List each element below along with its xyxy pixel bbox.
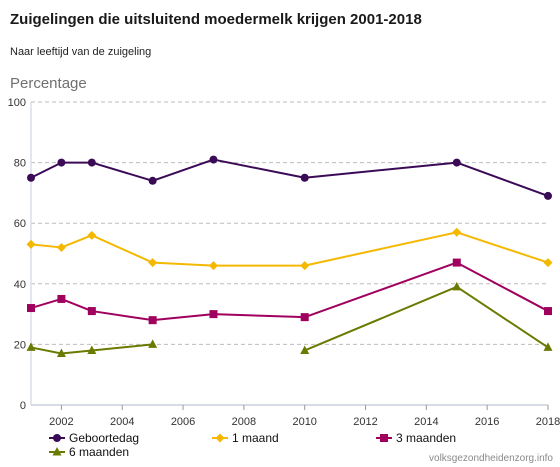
series-line-6-maanden [304,285,549,352]
y-tick-label: 80 [14,158,26,170]
x-tick-label: 2016 [475,416,499,428]
series-line-3-maanden [30,261,549,322]
legend-marker-1-maand [215,433,225,443]
legend-label-3-maanden: 3 maanden [396,431,456,445]
data-point-6-maanden [148,339,158,348]
data-point-geboortedag [452,158,461,167]
data-point-1-maand [87,230,97,240]
series-layer [26,155,553,357]
y-tick-label: 100 [8,97,26,109]
data-point-1-maand [452,227,462,237]
data-point-3-maanden [452,258,461,267]
legend-marker-3-maanden [380,434,388,442]
data-point-6-maanden [87,345,97,354]
axis-layer: 0 20 40 60 80 100 2002 2004 2006 2008 2010 2012 2014… [8,97,560,428]
legend-marker-6-maanden [52,447,62,456]
data-point-geboortedag [148,176,157,185]
data-point-geboortedag [87,158,96,167]
legend-marker-geboortedag [53,434,61,442]
y-tick-label: 60 [14,218,26,230]
x-tick-label: 2012 [353,416,377,428]
legend-label-1-maand: 1 maand [232,431,279,445]
data-point-1-maand [208,261,218,271]
data-point-1-maand [148,258,158,268]
x-tick-label: 2014 [414,416,438,428]
data-point-geboortedag [209,155,218,164]
series-line-6-maanden [30,343,153,355]
x-tick-label: 2010 [292,416,316,428]
y-tick-label: 0 [20,400,26,412]
chart-subtitle: Naar leeftijd van de zuigeling [10,46,152,58]
y-axis-label: Percentage [10,75,87,92]
data-point-geboortedag [544,191,552,200]
data-point-3-maanden [300,313,309,322]
data-point-geboortedag [27,173,35,182]
data-point-1-maand [56,242,66,252]
legend-label-6-maanden: 6 maanden [69,445,129,459]
data-point-6-maanden [543,342,553,351]
grid-layer [31,101,548,345]
x-tick-label: 2008 [232,416,256,428]
x-tick-label: 2004 [110,416,134,428]
data-point-6-maanden [300,345,310,354]
data-point-3-maanden [27,304,35,313]
x-tick-label: 2002 [49,416,73,428]
source-credit: volksgezondheidenzorg.info [429,453,553,464]
data-point-6-maanden [56,348,66,357]
data-point-3-maanden [209,310,218,319]
data-point-6-maanden [26,342,36,351]
x-tick-label: 2018 [536,416,560,428]
legend: Geboortedag 1 maand 3 maanden 6 maanden [49,431,456,459]
series-line-geboortedag [30,158,549,197]
y-tick-label: 20 [14,339,26,351]
data-point-3-maanden [544,307,552,316]
data-point-6-maanden [452,281,462,291]
legend-label-geboortedag: Geboortedag [69,431,139,445]
data-point-geboortedag [300,173,309,182]
data-point-1-maand [300,261,310,271]
data-point-1-maand [26,239,36,249]
series-line-1-maand [30,231,549,267]
data-point-3-maanden [148,316,157,325]
data-point-geboortedag [57,158,66,167]
x-tick-label: 2006 [171,416,195,428]
data-point-1-maand [543,258,553,268]
chart-title: Zuigelingen die uitsluitend moedermelk k… [10,11,422,28]
data-point-3-maanden [87,307,96,316]
data-point-3-maanden [57,294,66,303]
y-tick-label: 40 [14,279,26,291]
